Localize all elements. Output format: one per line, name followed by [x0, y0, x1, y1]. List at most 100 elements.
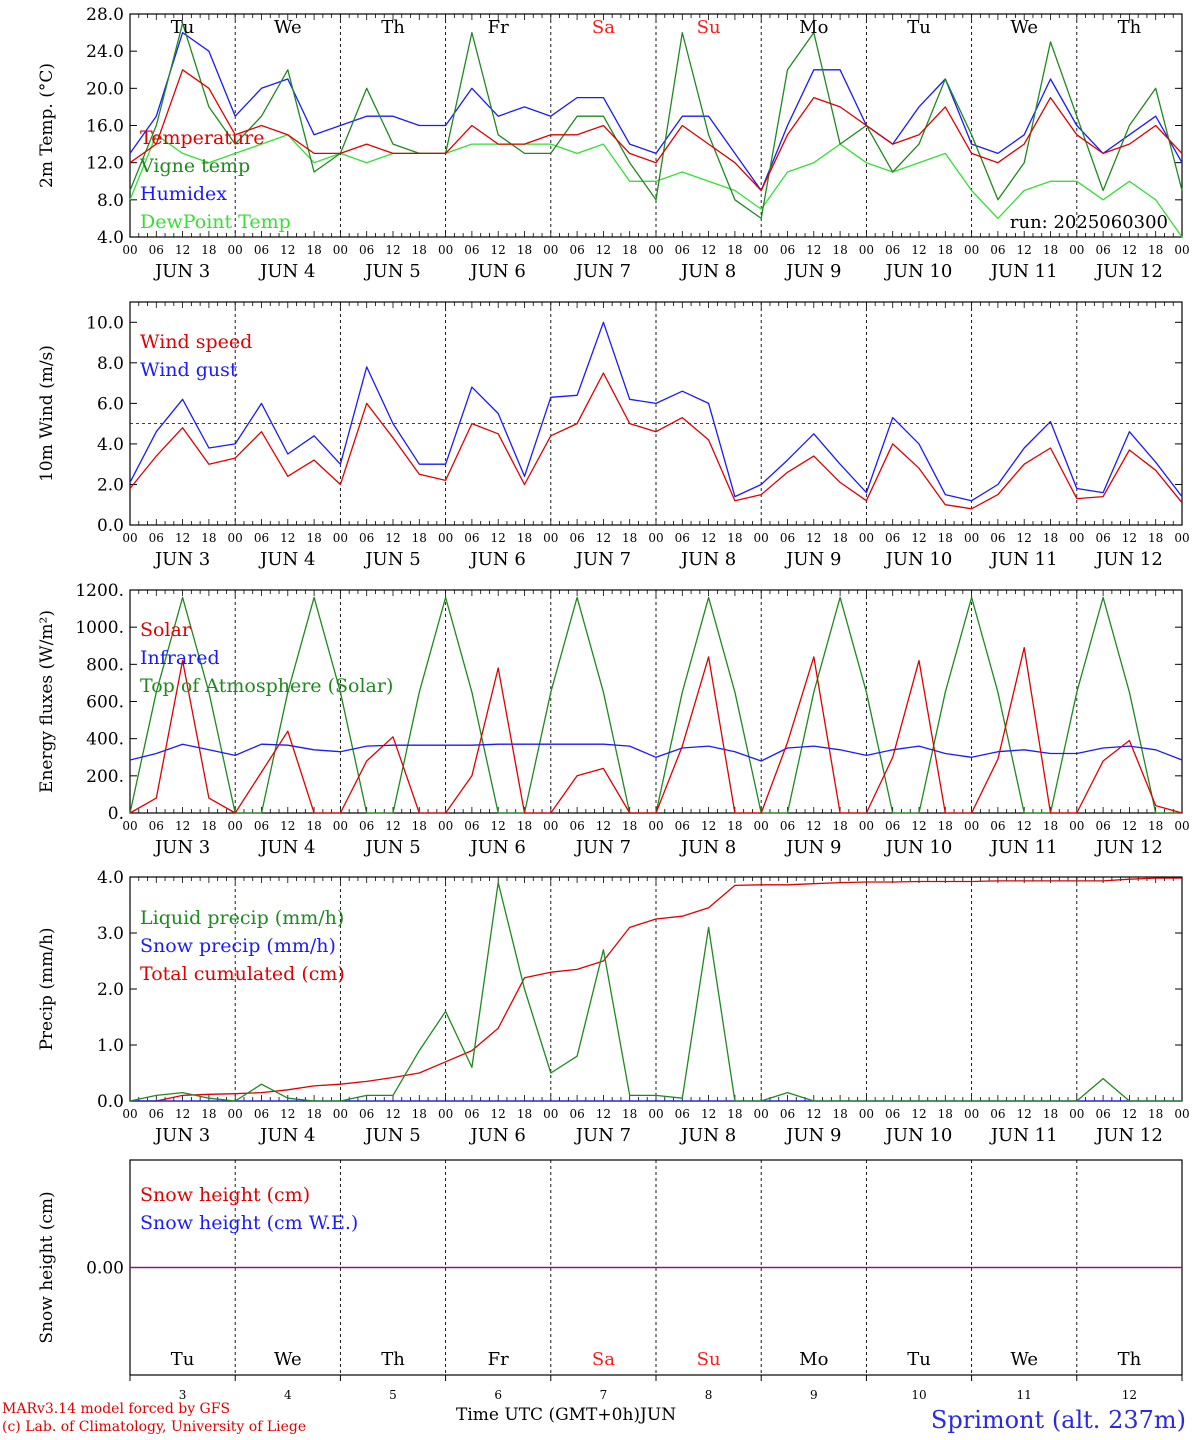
hour-tick-label: 12 [385, 1107, 400, 1121]
hour-tick-label: 06 [990, 243, 1005, 257]
y-axis-label: Energy fluxes (W/m²) [37, 610, 57, 793]
y-tick-label: 3.0 [97, 924, 124, 944]
series-group [129, 877, 1182, 1102]
y-tick-label: 12.0 [86, 154, 124, 174]
hour-tick-label: 12 [806, 1107, 821, 1121]
y-tick-label: 0. [108, 804, 124, 824]
weekday-label: Th [381, 1349, 405, 1370]
hour-tick-label: 12 [280, 1107, 295, 1121]
date-label: JUN 7 [574, 549, 631, 570]
date-label: JUN 10 [884, 261, 953, 282]
hour-tick-label: 12 [701, 243, 716, 257]
hour-tick-label: 12 [701, 819, 716, 833]
hour-tick-label: 00 [438, 243, 453, 257]
hour-tick-label: 00 [1069, 243, 1084, 257]
hour-tick-label: 00 [964, 1107, 979, 1121]
series-group [129, 596, 1183, 814]
date-label: JUN 6 [469, 261, 526, 282]
hour-tick-label: 06 [1095, 1107, 1110, 1121]
hour-tick-label: 06 [885, 243, 900, 257]
hour-tick-label: 00 [228, 243, 243, 257]
hour-tick-label: 12 [175, 531, 190, 545]
hour-tick-label: 00 [1069, 1107, 1084, 1121]
hour-tick-label: 12 [175, 1107, 190, 1121]
station-name: Sprimont (alt. 237m) [930, 1406, 1186, 1434]
date-label: JUN 8 [679, 261, 736, 282]
hour-tick-label: 06 [254, 243, 269, 257]
weekday-label: Su [697, 1349, 721, 1370]
y-tick-label: 200. [86, 767, 124, 787]
hour-tick-label: 06 [464, 1107, 479, 1121]
y-tick-label: 0.0 [97, 1092, 124, 1112]
hour-tick-label: 18 [517, 531, 532, 545]
hour-tick-label: 12 [806, 819, 821, 833]
hour-tick-label: 00 [964, 531, 979, 545]
date-label: JUN 9 [784, 549, 841, 570]
weekday-label: Tu [907, 1349, 931, 1370]
hour-tick-label: 00 [1174, 243, 1189, 257]
hour-tick-label: 00 [1174, 1107, 1189, 1121]
weekday-label: Tu [171, 1349, 195, 1370]
day-number-labels: 3 4 5 6 7 8 9 10 11 12 [129, 1375, 1183, 1402]
series-line-dewpoint-temp [129, 134, 1183, 238]
day-number-label: 7 [600, 1388, 608, 1402]
day-number-label: 8 [705, 1388, 713, 1402]
hour-tick-label: 06 [1095, 243, 1110, 257]
date-label: JUN 12 [1094, 837, 1163, 858]
series-line-solar [129, 646, 1183, 814]
weekday-label: Tu [171, 17, 195, 38]
legend-entry: Snow precip (mm/h) [140, 935, 336, 957]
hour-tick-label: 00 [543, 819, 558, 833]
hour-tick-label: 18 [727, 531, 742, 545]
hour-tick-label: 00 [1174, 819, 1189, 833]
y-tick-label: 4.0 [97, 228, 124, 248]
hour-tick-label: 12 [1017, 819, 1032, 833]
hour-tick-label: 00 [122, 819, 137, 833]
day-number-label: 3 [179, 1388, 187, 1402]
hour-tick-label: 12 [911, 1107, 926, 1121]
credit-model: MARv3.14 model forced by GFS [2, 1401, 231, 1417]
hour-tick-label: 00 [754, 243, 769, 257]
legend-entry: Liquid precip (mm/h) [140, 907, 344, 929]
day-number-label: 9 [810, 1388, 818, 1402]
weekday-labels-top: Tu We Th Fr Sa Su Mo Tu We Th [171, 17, 1142, 38]
hour-tick-label: 18 [832, 819, 847, 833]
hour-tick-label: 00 [228, 531, 243, 545]
y-tick-label: 4.0 [97, 868, 124, 888]
hour-tick-label: 06 [569, 243, 584, 257]
hour-tick-label: 12 [280, 531, 295, 545]
date-label: JUN 6 [469, 1125, 526, 1146]
hour-tick-label: 00 [543, 1107, 558, 1121]
hour-tick-label: 12 [385, 531, 400, 545]
hour-tick-label: 00 [648, 1107, 663, 1121]
hour-tick-labels: 00 06 12 18 00 06 12 18 00 06 12 18 00 06 12 18 00 06 12 18… [122, 1107, 1189, 1121]
legend: Wind speed Wind gust [140, 331, 252, 381]
hour-tick-label: 12 [175, 819, 190, 833]
weekday-label: Th [1118, 17, 1142, 38]
date-label: JUN 7 [574, 837, 631, 858]
y-tick-label: 4.0 [97, 435, 124, 455]
hour-tick-label: 06 [990, 531, 1005, 545]
legend-entry: Wind gust [140, 359, 238, 381]
hour-tick-label: 00 [859, 1107, 874, 1121]
hour-tick-label: 18 [832, 243, 847, 257]
hour-tick-label: 12 [385, 243, 400, 257]
hour-tick-label: 18 [412, 819, 427, 833]
hour-tick-label: 06 [464, 531, 479, 545]
hour-tick-label: 12 [1017, 243, 1032, 257]
date-label: JUN 9 [784, 261, 841, 282]
date-label: JUN 8 [679, 1125, 736, 1146]
hour-tick-label: 18 [306, 819, 321, 833]
series-group [129, 321, 1183, 510]
hour-tick-label: 18 [412, 531, 427, 545]
hour-tick-label: 18 [201, 243, 216, 257]
hour-tick-label: 12 [911, 819, 926, 833]
hour-tick-label: 00 [543, 243, 558, 257]
hour-tick-label: 06 [675, 531, 690, 545]
hour-tick-label: 06 [990, 1107, 1005, 1121]
hour-tick-label: 12 [491, 819, 506, 833]
legend: Solar Infrared Top of Atmosphere (Solar) [140, 619, 393, 697]
y-tick-label: 800. [86, 655, 124, 675]
day-number-label: 6 [494, 1388, 502, 1402]
